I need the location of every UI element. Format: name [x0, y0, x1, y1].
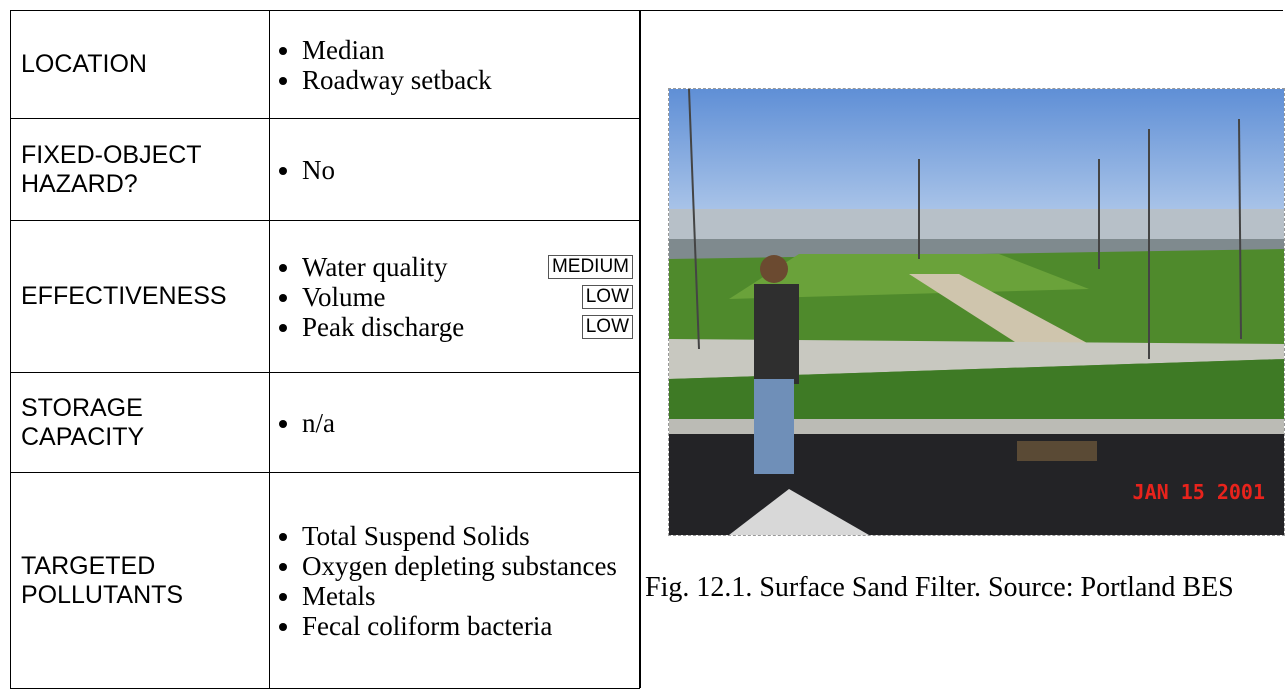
bullet-item: No	[302, 155, 633, 185]
row-items: n/a	[270, 373, 640, 473]
row-items: No	[270, 119, 640, 221]
bullet-item: n/a	[302, 408, 633, 438]
bullet-list: n/a	[278, 408, 633, 438]
item-text: No	[302, 155, 335, 185]
item-text: Volume	[302, 282, 386, 312]
bullet-item: Total Suspend Solids	[302, 521, 633, 551]
item-text: Total Suspend Solids	[302, 521, 530, 551]
item-text: Metals	[302, 581, 376, 611]
item-text: Water quality	[302, 252, 448, 282]
rating-badge: LOW	[582, 315, 633, 339]
bullet-list: Total Suspend SolidsOxygen depleting sub…	[278, 521, 633, 641]
row-items: Water qualityMEDIUMVolumeLOWPeak dischar…	[270, 221, 640, 373]
table-row: STORAGE CAPACITY n/a	[11, 373, 640, 473]
photo-image: JAN 15 2001	[669, 89, 1284, 535]
date-stamp: JAN 15 2001	[1133, 480, 1265, 504]
bullet-item: Volume LOW	[302, 282, 633, 312]
bullet-item: Median	[302, 35, 633, 65]
row-items: MedianRoadway setback	[270, 11, 640, 119]
photo: JAN 15 2001	[668, 88, 1285, 536]
bullet-item: Fecal coliform bacteria	[302, 611, 633, 641]
table-row: LOCATIONMedianRoadway setback	[11, 11, 640, 119]
bullet-item: Oxygen depleting substances	[302, 551, 633, 581]
item-text: Roadway setback	[302, 65, 492, 95]
row-label: FIXED-OBJECT HAZARD?	[11, 119, 270, 221]
table-row: TARGETED POLLUTANTSTotal Suspend SolidsO…	[11, 473, 640, 689]
bullet-item: Metals	[302, 581, 633, 611]
bullet-list: Water qualityMEDIUMVolumeLOWPeak dischar…	[278, 252, 633, 342]
row-label: EFFECTIVENESS	[11, 221, 270, 373]
table-row: FIXED-OBJECT HAZARD? No	[11, 119, 640, 221]
bullet-item: Peak discharge LOW	[302, 312, 633, 342]
bullet-list: No	[278, 155, 633, 185]
bullet-item: Roadway setback	[302, 65, 633, 95]
bullet-item: Water quality MEDIUM	[302, 252, 633, 282]
rating-badge: MEDIUM	[548, 255, 633, 279]
table-row: EFFECTIVENESS Water quality MEDIUM Volume LO…	[11, 221, 640, 373]
page: LOCATIONMedianRoadway setbackFIXED-OBJEC…	[0, 0, 1285, 688]
item-text: Fecal coliform bacteria	[302, 611, 552, 641]
figure-caption: Fig. 12.1. Surface Sand Filter. Source: …	[645, 572, 1275, 604]
facts-table: LOCATIONMedianRoadway setbackFIXED-OBJEC…	[10, 10, 640, 689]
rating-badge: LOW	[582, 285, 633, 309]
item-text: Median	[302, 35, 384, 65]
row-items: Total Suspend SolidsOxygen depleting sub…	[270, 473, 640, 689]
item-text: n/a	[302, 408, 335, 438]
item-text: Peak discharge	[302, 312, 464, 342]
row-label: TARGETED POLLUTANTS	[11, 473, 270, 689]
item-text: Oxygen depleting substances	[302, 551, 617, 581]
bullet-list: MedianRoadway setback	[278, 35, 633, 95]
row-label: LOCATION	[11, 11, 270, 119]
row-label: STORAGE CAPACITY	[11, 373, 270, 473]
